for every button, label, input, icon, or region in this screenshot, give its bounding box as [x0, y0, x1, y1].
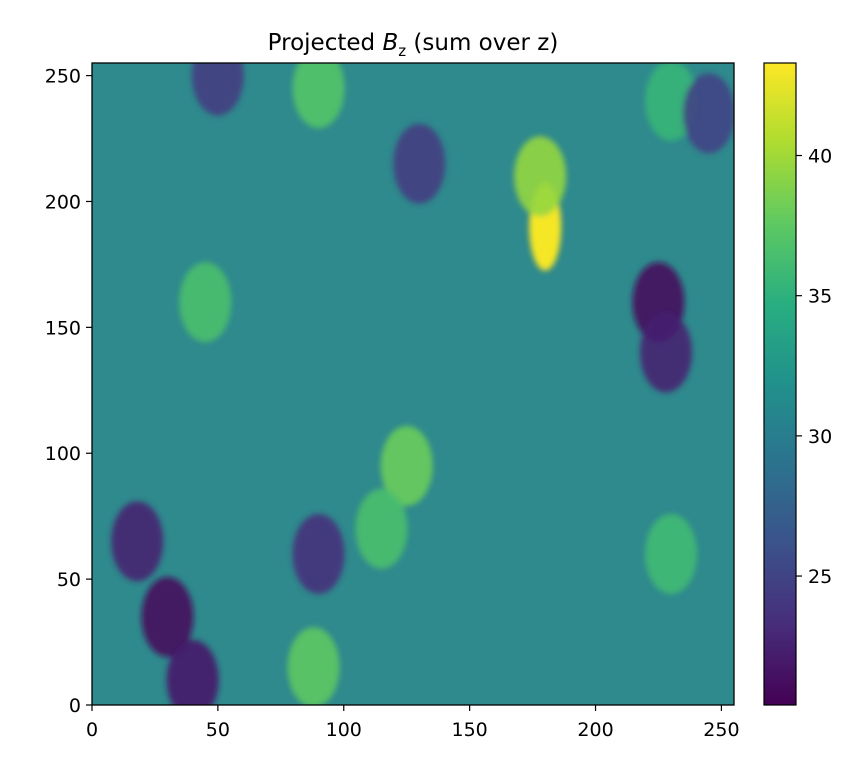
heatmap-feature — [292, 513, 345, 594]
heatmap-feature — [355, 488, 408, 569]
y-tick-label: 250 — [45, 66, 81, 88]
x-tick-label: 250 — [703, 719, 739, 741]
x-tick-label: 150 — [452, 719, 488, 741]
axes-frame — [91, 62, 735, 706]
colorbar — [763, 62, 797, 706]
x-tick-label: 50 — [206, 719, 230, 741]
heatmap-feature — [141, 576, 194, 657]
colorbar-tick-label: 25 — [808, 566, 832, 588]
colorbar-tick-label: 30 — [808, 426, 832, 448]
heatmap-feature — [393, 123, 446, 204]
heatmap-feature — [645, 513, 698, 594]
x-tick-label: 200 — [577, 719, 613, 741]
heatmap-feature — [640, 312, 693, 393]
chart-title: Projected Bz (sum over z) — [268, 30, 559, 60]
heatmap-feature — [179, 262, 232, 343]
colorbar-tick-label: 40 — [808, 146, 832, 168]
heatmap-feature — [111, 501, 164, 582]
heatmap-area — [92, 63, 734, 705]
colorbar-axis: 25 30 35 40 — [796, 146, 832, 588]
x-axis: 0 50 100 150 200 250 — [86, 705, 740, 741]
heatmap-feature — [380, 425, 433, 506]
y-tick-label: 100 — [45, 443, 81, 465]
heatmap-field — [111, 63, 734, 705]
y-tick-label: 50 — [57, 569, 81, 591]
x-tick-label: 0 — [86, 719, 98, 741]
heatmap-feature — [682, 73, 734, 154]
heatmap-feature — [292, 63, 345, 129]
y-tick-label: 0 — [69, 695, 81, 717]
heatmap-feature — [287, 627, 340, 705]
heatmap-feature — [514, 136, 567, 217]
y-tick-label: 200 — [45, 191, 81, 213]
heatmap-feature — [166, 639, 219, 705]
x-tick-label: 100 — [326, 719, 362, 741]
colorbar-tick-label: 35 — [808, 286, 832, 308]
y-tick-label: 150 — [45, 317, 81, 339]
heatmap-feature — [191, 63, 244, 116]
y-axis: 0 50 100 150 200 250 — [45, 66, 92, 717]
